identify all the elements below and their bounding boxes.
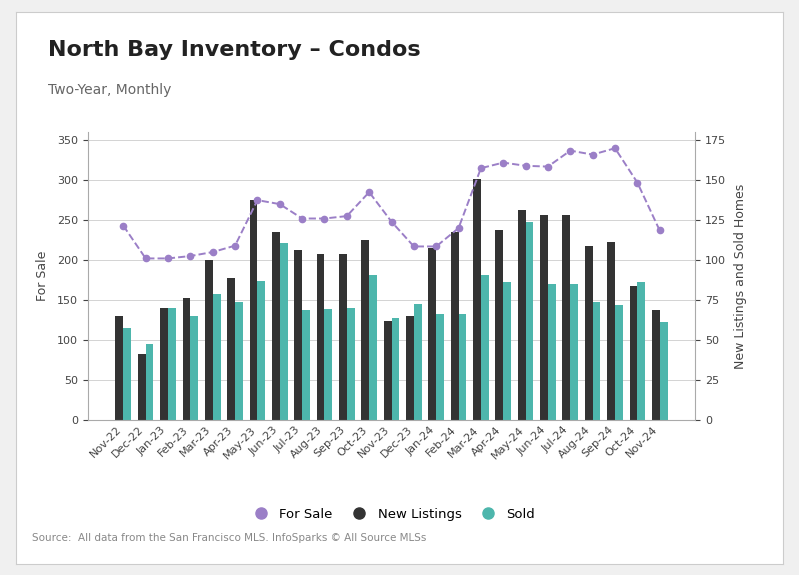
Bar (406, 316, 414, 420)
Bar (451, 232, 459, 420)
Bar (481, 275, 489, 420)
Text: Source:  All data from the San Francisco MLS. InfoSparks © All Source MLSs: Source: All data from the San Francisco … (32, 534, 427, 543)
Bar (160, 308, 168, 420)
Y-axis label: New Listings and Sold Homes: New Listings and Sold Homes (734, 183, 747, 369)
Bar (607, 243, 615, 420)
Bar (213, 294, 221, 420)
Bar (339, 254, 347, 420)
Bar (459, 313, 467, 420)
Bar (392, 319, 400, 420)
Legend: For Sale, New Listings, Sold: For Sale, New Listings, Sold (243, 503, 540, 526)
Bar (227, 278, 235, 420)
Bar (526, 223, 534, 420)
Bar (205, 260, 213, 420)
Bar (638, 282, 645, 420)
Bar (570, 284, 578, 420)
Bar (190, 316, 198, 420)
Bar (272, 232, 280, 420)
Bar (660, 321, 667, 420)
Bar (652, 310, 660, 420)
Bar (361, 240, 369, 420)
Bar (548, 284, 556, 420)
Bar (235, 301, 243, 420)
Bar (249, 200, 257, 420)
Bar (316, 254, 324, 420)
Bar (428, 248, 436, 420)
Bar (630, 286, 638, 420)
Bar (257, 281, 265, 420)
Bar (138, 354, 145, 420)
Bar (562, 215, 570, 420)
Bar (302, 309, 310, 420)
Bar (369, 275, 377, 420)
Bar (414, 304, 422, 420)
Bar (503, 282, 511, 420)
Bar (518, 210, 526, 420)
Bar (145, 344, 153, 420)
Bar (585, 246, 593, 420)
Bar (324, 309, 332, 420)
Bar (182, 298, 190, 420)
Bar (593, 301, 601, 420)
Bar (540, 214, 548, 420)
Bar (384, 321, 392, 420)
Y-axis label: For Sale: For Sale (36, 251, 49, 301)
Bar (347, 308, 355, 420)
Bar (615, 305, 623, 420)
Bar (123, 328, 131, 420)
Bar (473, 179, 481, 420)
Bar (495, 231, 503, 420)
Bar (168, 308, 176, 420)
Bar (436, 313, 444, 420)
Text: Two-Year, Monthly: Two-Year, Monthly (48, 83, 171, 97)
Bar (280, 243, 288, 420)
Bar (294, 251, 302, 420)
Bar (116, 316, 123, 420)
Text: North Bay Inventory – Condos: North Bay Inventory – Condos (48, 40, 420, 60)
